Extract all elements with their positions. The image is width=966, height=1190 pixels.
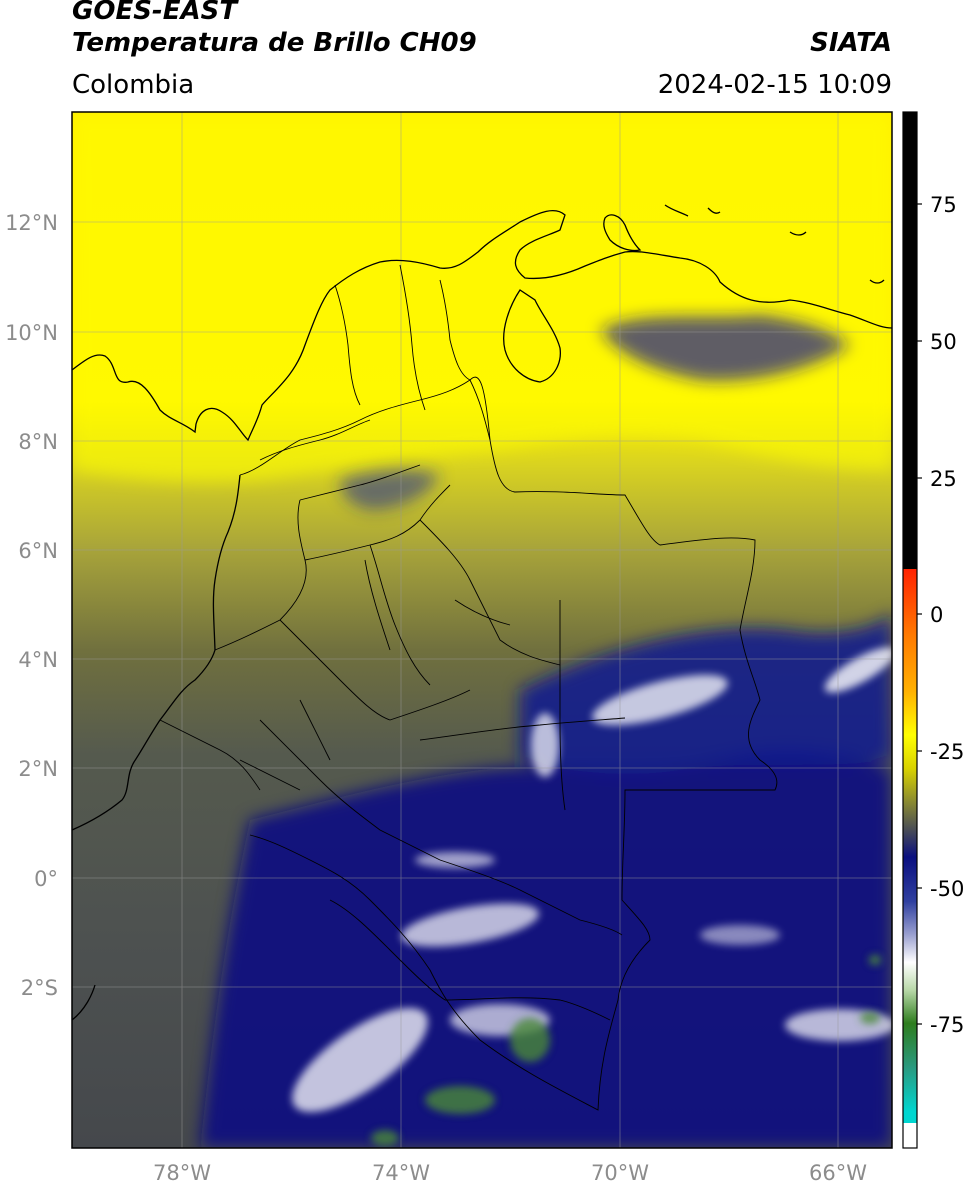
brightness-temperature-field [72, 112, 892, 1148]
lat-label-10n: 10°N [5, 321, 58, 345]
colorbar-tick-0: 0 [930, 603, 943, 627]
colorbar-white-segment [903, 1123, 917, 1148]
lat-label-0: 0° [34, 867, 58, 891]
lat-label-4n: 4°N [18, 648, 58, 672]
coastlines [72, 204, 892, 1021]
lat-label-8n: 8°N [18, 430, 58, 454]
lat-label-2n: 2°N [18, 757, 58, 781]
timestamp-label: 2024-02-15 10:09 [657, 70, 892, 100]
graticule [72, 112, 892, 1148]
satellite-title: GOES-EAST [72, 0, 238, 26]
lon-label-66w: 66°W [809, 1161, 867, 1185]
lat-label-2s: 2°S [21, 976, 58, 1000]
colorbar: 75 50 25 0 -25 -50 -75 [902, 111, 964, 1149]
colorbar-gradient-segment [903, 569, 917, 1123]
lat-label-6n: 6°N [18, 539, 58, 563]
colorbar-tick-50: 50 [930, 330, 957, 354]
colorbar-tick-minus75: -75 [930, 1013, 964, 1037]
lon-label-70w: 70°W [591, 1161, 649, 1185]
colorbar-tick-minus50: -50 [930, 877, 964, 901]
longitude-labels: 78°W 74°W 70°W 66°W [153, 1161, 867, 1185]
lat-label-12n: 12°N [5, 211, 58, 235]
boundaries [159, 264, 778, 1111]
product-title: Temperatura de Brillo CH09 [72, 28, 477, 58]
lon-label-74w: 74°W [372, 1161, 430, 1185]
latitude-labels: 12°N 10°N 8°N 6°N 4°N 2°N 0° 2°S [5, 211, 58, 1000]
region-label: Colombia [72, 70, 195, 100]
colorbar-tick-25: 25 [930, 467, 957, 491]
colorbar-frame [902, 111, 918, 1149]
colorbar-black-segment [903, 112, 917, 569]
colorbar-tick-75: 75 [930, 193, 957, 217]
colorbar-tick-minus25: -25 [930, 740, 964, 764]
organization-label: SIATA [810, 28, 892, 58]
lon-label-78w: 78°W [153, 1161, 211, 1185]
map-frame [71, 111, 893, 1149]
